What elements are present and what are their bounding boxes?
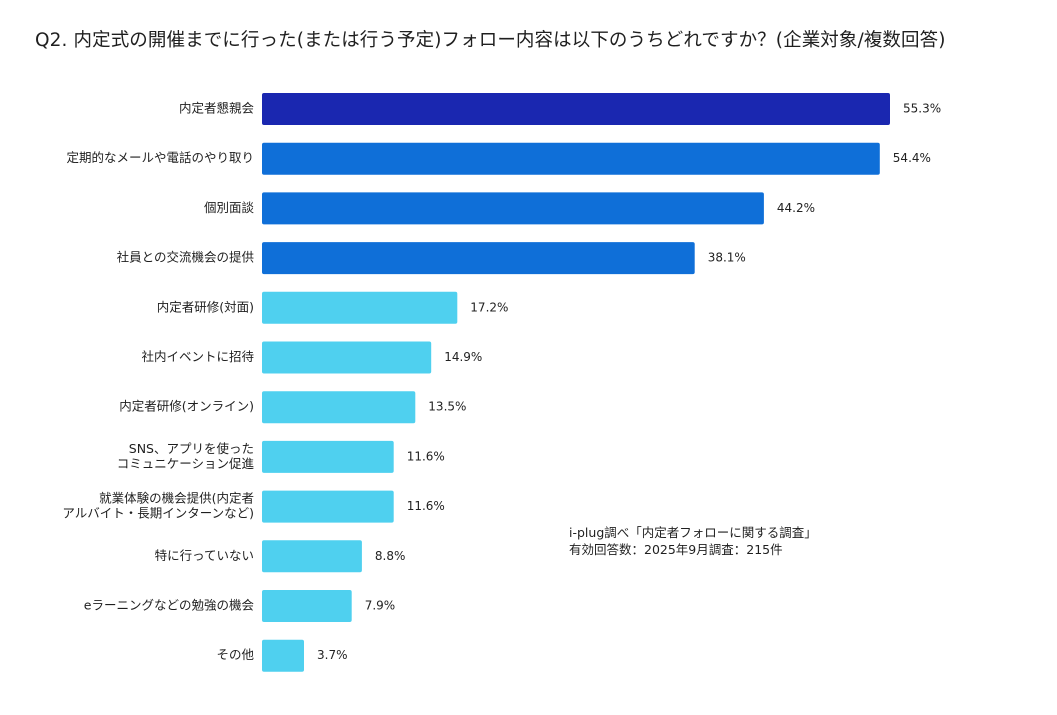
category-label-2: 個別面談 — [204, 200, 255, 215]
category-label-10: eラーニングなどの勉強の機会 — [84, 598, 255, 613]
value-label-9: 8.8% — [375, 549, 406, 563]
value-label-0: 55.3% — [903, 102, 941, 116]
category-label-1: 定期的なメールや電話のやり取り — [66, 150, 254, 165]
value-label-3: 38.1% — [708, 251, 746, 265]
source-note: i-plug調べ「内定者フォローに関する調査」 有効回答数：2025年9月調査：… — [569, 524, 817, 558]
category-label-8-line-0: 就業体験の機会提供(内定者 — [99, 491, 254, 506]
value-label-2: 44.2% — [777, 201, 815, 215]
value-label-7: 11.6% — [407, 449, 445, 463]
value-label-4: 17.2% — [470, 300, 508, 314]
bar-4 — [262, 291, 458, 324]
category-label-0: 内定者懇親会 — [179, 101, 255, 116]
bar-6 — [262, 391, 416, 424]
category-label-11: その他 — [216, 647, 254, 662]
value-label-1: 54.4% — [893, 151, 931, 165]
source-line-responses: 有効回答数：2025年9月調査：215件 — [569, 542, 783, 557]
value-label-8: 11.6% — [407, 499, 445, 513]
chart-title: Q2. 内定式の開催までに行った(または行う予定)フォロー内容は以下のうちどれで… — [35, 30, 946, 51]
value-label-5: 14.9% — [444, 350, 482, 364]
category-label-7-line-0: SNS、アプリを使った — [129, 441, 254, 456]
value-label-6: 13.5% — [428, 400, 466, 414]
category-label-8-line-1: アルバイト・長期インターンなど) — [62, 506, 254, 521]
bar-9 — [262, 540, 362, 573]
bar-2 — [262, 192, 764, 225]
bar-8 — [262, 490, 394, 523]
bar-3 — [262, 242, 695, 275]
bar-1 — [262, 142, 880, 175]
category-label-4: 内定者研修(対面) — [157, 299, 254, 314]
source-line-survey: i-plug調べ「内定者フォローに関する調査」 — [569, 525, 817, 540]
value-label-10: 7.9% — [365, 599, 396, 613]
bar-5 — [262, 341, 432, 374]
bar-7 — [262, 440, 394, 473]
bar-10 — [262, 590, 352, 622]
bar-0 — [262, 93, 890, 125]
bar-11 — [262, 639, 304, 672]
category-label-3: 社員との交流機会の提供 — [117, 250, 254, 265]
category-label-6: 内定者研修(オンライン) — [119, 399, 254, 414]
category-label-7-line-1: コミュニケーション促進 — [117, 456, 255, 471]
category-label-9: 特に行っていない — [155, 548, 254, 563]
value-label-11: 3.7% — [317, 648, 348, 662]
category-label-5: 社内イベントに招待 — [141, 349, 254, 364]
